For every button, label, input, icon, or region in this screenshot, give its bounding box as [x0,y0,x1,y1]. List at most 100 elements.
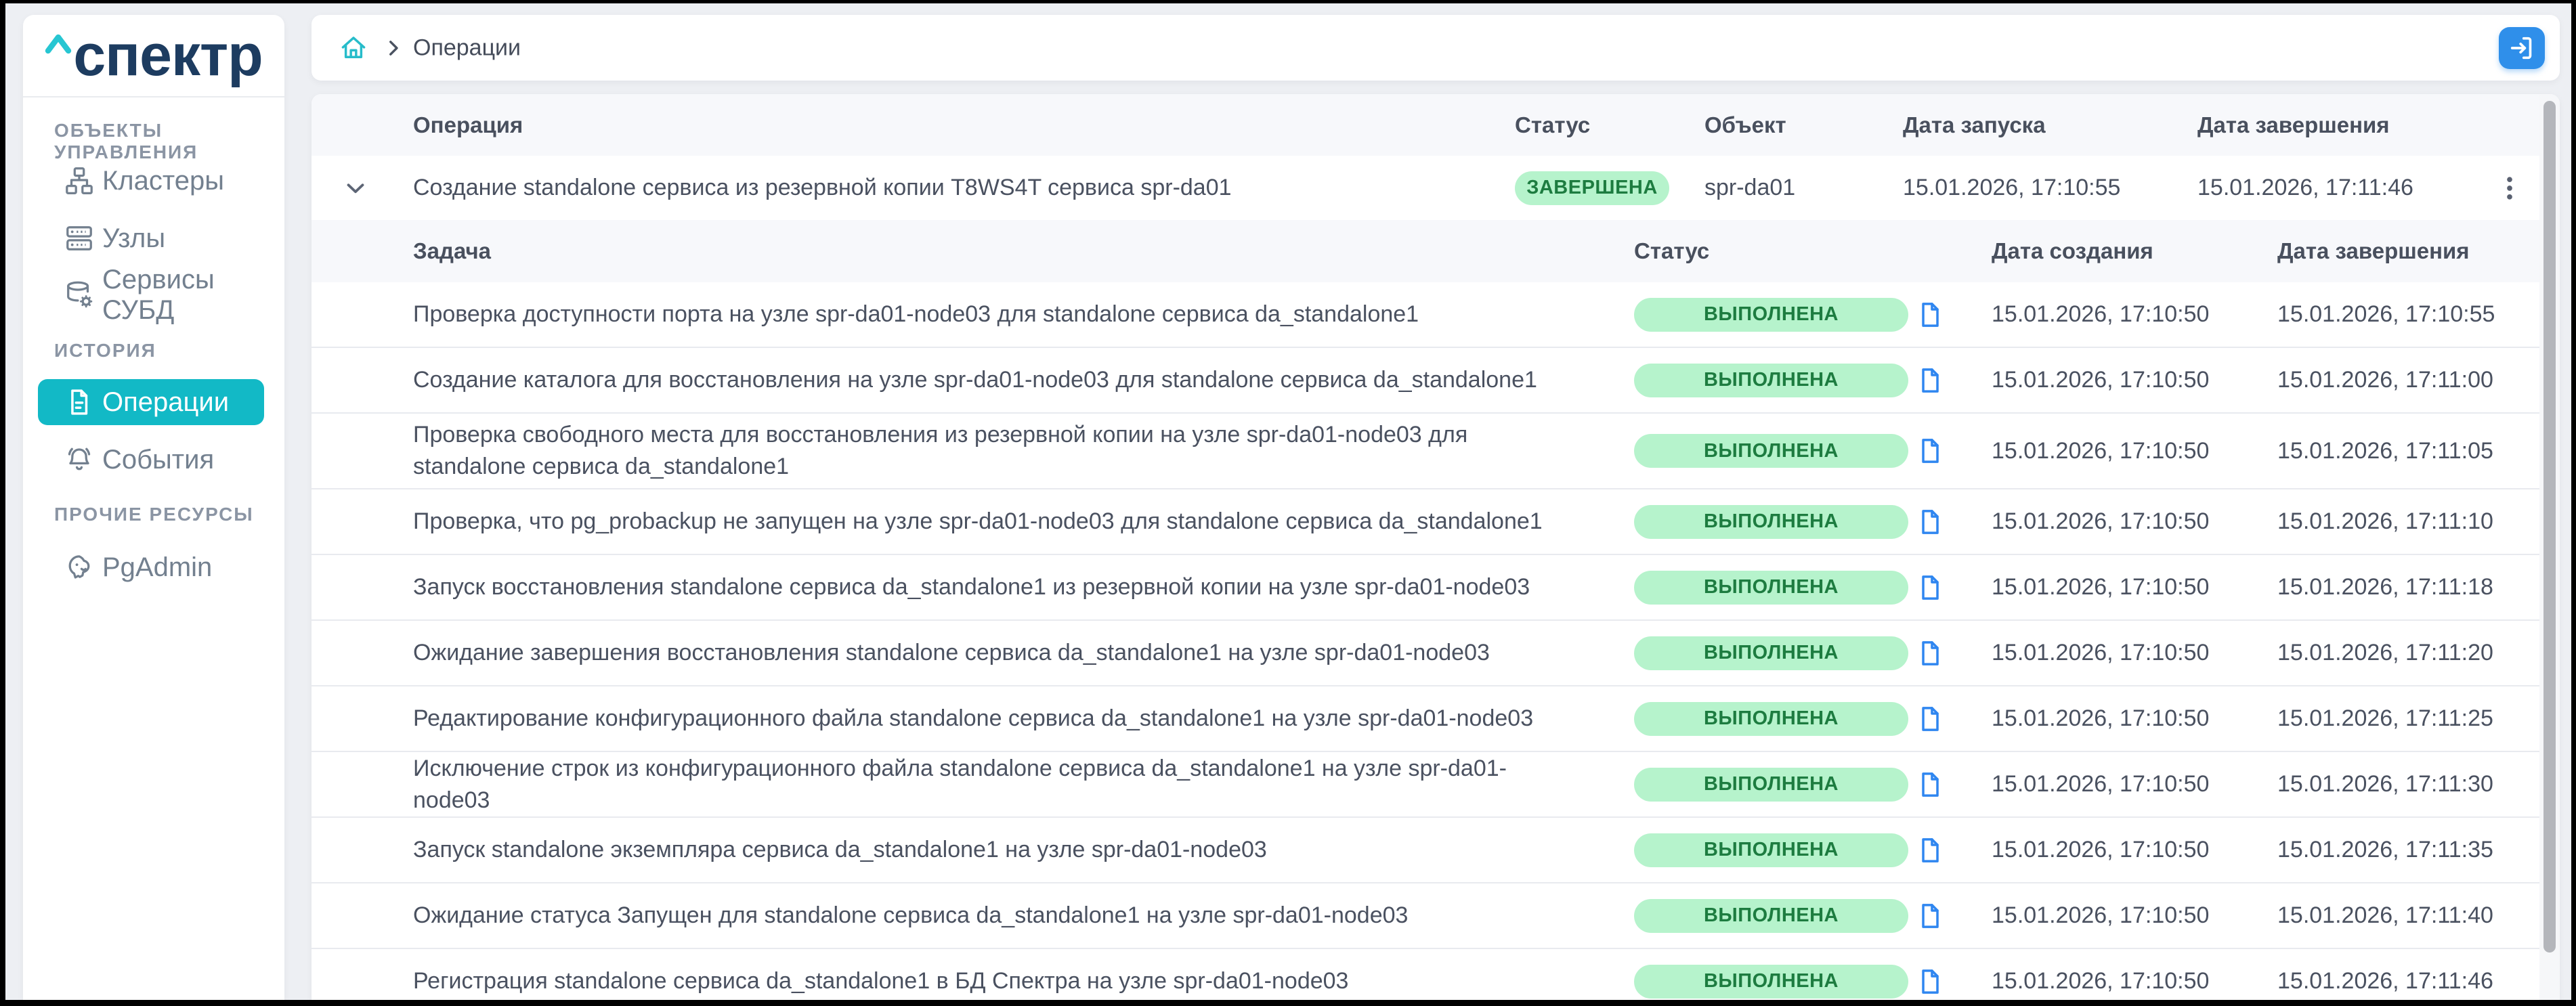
task-log-file-icon[interactable] [1916,299,1944,330]
task-status-badge: ВЫПОЛНЕНА [1634,898,1908,933]
operation-start-date: 15.01.2026, 17:10:55 [1903,175,2121,200]
task-name: Ожидание завершения восстановления stand… [413,640,1490,665]
task-created-date: 15.01.2026, 17:10:50 [1992,437,2210,464]
task-status-badge: ВЫПОЛНЕНА [1634,701,1908,736]
col-start-date: Дата запуска [1903,112,2046,137]
operation-name: Создание standalone сервиса из резервной… [413,175,1232,200]
task-log-file-icon[interactable] [1916,835,1944,866]
task-status-badge: ВЫПОЛНЕНА [1634,767,1908,802]
task-row: Исключение строк из конфигурационного фа… [312,752,2560,818]
task-name: Запуск standalone экземпляра сервиса da_… [413,837,1267,862]
sidebar-item-operations[interactable]: Операции [38,379,264,425]
collapse-chevron-icon[interactable] [341,174,370,202]
task-name: Проверка свободного места для восстановл… [413,422,1468,479]
scrollbar-thumb[interactable] [2543,101,2556,953]
operations-table-header: Операция Статус Объект Дата запуска Дата… [312,94,2560,157]
task-created-date: 15.01.2026, 17:10:50 [1992,771,2210,797]
task-created-date: 15.01.2026, 17:10:50 [1992,640,2210,665]
kebab-menu-icon[interactable] [2495,169,2525,207]
task-log-file-icon[interactable] [1916,703,1944,735]
operation-end-date: 15.01.2026, 17:11:46 [2197,175,2413,200]
task-finished-date: 15.01.2026, 17:11:25 [2277,705,2493,731]
sidebar-item-label: Операции [102,387,230,417]
logo-caret-icon [45,34,72,54]
task-created-date: 15.01.2026, 17:10:50 [1992,902,2210,928]
task-status-badge: ВЫПОЛНЕНА [1634,964,1908,999]
sidebar-section-objects: ОБЪЕКТЫ УПРАВЛЕНИЯ [54,120,198,162]
col-operation: Операция [413,112,523,137]
task-row: Проверка, что pg_probackup не запущен на… [312,489,2560,555]
task-finished-date: 15.01.2026, 17:11:40 [2277,902,2493,928]
task-status-badge: ВЫПОЛНЕНА [1634,504,1908,539]
task-log-file-icon[interactable] [1916,506,1944,538]
task-name: Регистрация standalone сервиса da_standa… [413,968,1349,994]
task-finished-date: 15.01.2026, 17:11:30 [2277,771,2493,797]
col-object: Объект [1704,112,1786,137]
task-status-badge: ВЫПОЛНЕНА [1634,833,1908,867]
sidebar-item-label: Кластеры [102,165,224,196]
tasks-table-body: Проверка доступности порта на узле spr-d… [312,282,2560,1000]
task-row: Проверка свободного места для восстановл… [312,414,2560,489]
task-log-file-icon[interactable] [1916,572,1944,603]
col-created-date: Дата создания [1992,238,2153,263]
login-button[interactable] [2499,26,2545,69]
task-created-date: 15.01.2026, 17:10:50 [1992,837,2210,862]
task-log-file-icon[interactable] [1916,900,1944,932]
task-log-file-icon[interactable] [1916,769,1944,800]
task-log-file-icon[interactable] [1916,638,1944,669]
database-gear-icon [64,280,95,311]
task-created-date: 15.01.2026, 17:10:50 [1992,574,2210,600]
task-created-date: 15.01.2026, 17:10:50 [1992,968,2210,994]
topbar: Операции [312,15,2560,81]
operations-panel: Операция Статус Объект Дата запуска Дата… [312,94,2560,1000]
task-finished-date: 15.01.2026, 17:11:05 [2277,437,2493,464]
task-status-badge: ВЫПОЛНЕНА [1634,363,1908,397]
login-icon [2510,37,2532,59]
app-logo[interactable]: спектр [23,15,284,97]
task-log-file-icon[interactable] [1916,365,1944,396]
operation-row[interactable]: Создание standalone сервиса из резервной… [312,156,2560,221]
task-created-date: 15.01.2026, 17:10:50 [1992,508,2210,534]
task-name: Ожидание статуса Запущен для standalone … [413,902,1409,928]
task-log-file-icon[interactable] [1916,966,1944,997]
home-icon[interactable] [339,33,368,63]
task-created-date: 15.01.2026, 17:10:50 [1992,705,2210,731]
task-name: Проверка доступности порта на узле spr-d… [413,301,1419,327]
task-finished-date: 15.01.2026, 17:11:35 [2277,837,2493,862]
task-name: Проверка, что pg_probackup не запущен на… [413,508,1543,534]
sidebar-item-label: Узлы [102,223,166,253]
sidebar-item-nodes[interactable]: Узлы [23,210,284,267]
task-name: Запуск восстановления standalone сервиса… [413,574,1530,600]
operation-object: spr-da01 [1704,175,1796,200]
task-name: Исключение строк из конфигурационного фа… [413,755,1507,813]
task-finished-date: 15.01.2026, 17:11:46 [2277,968,2493,994]
sidebar-item-pgadmin[interactable]: PgAdmin [23,539,284,596]
task-finished-date: 15.01.2026, 17:11:18 [2277,574,2493,600]
task-row: Ожидание завершения восстановления stand… [312,621,2560,686]
task-row: Редактирование конфигурационного файла s… [312,686,2560,752]
sidebar-item-db-services[interactable]: Сервисы СУБД [23,265,284,325]
col-status: Статус [1515,112,1591,137]
task-finished-date: 15.01.2026, 17:11:10 [2277,508,2493,534]
operation-status-badge: ЗАВЕРШЕНА [1515,171,1669,205]
task-status-badge: ВЫПОЛНЕНА [1634,570,1908,605]
sidebar-item-label: Сервисы СУБД [102,265,215,325]
pgadmin-elephant-icon [64,552,95,583]
sidebar-item-events[interactable]: События [23,431,284,488]
task-created-date: 15.01.2026, 17:10:50 [1992,367,2210,393]
document-icon [64,387,95,418]
task-status-badge: ВЫПОЛНЕНА [1634,434,1908,468]
task-finished-date: 15.01.2026, 17:11:00 [2277,367,2493,393]
task-log-file-icon[interactable] [1916,435,1944,466]
task-finished-date: 15.01.2026, 17:11:20 [2277,640,2493,665]
sidebar-item-label: PgAdmin [102,552,213,582]
col-end-date: Дата завершения [2197,112,2390,137]
app-background: спектр ОБЪЕКТЫ УПРАВЛЕНИЯ Кластеры [5,3,2571,1000]
task-row: Ожидание статуса Запущен для standalone … [312,883,2560,949]
task-name: Редактирование конфигурационного файла s… [413,705,1534,731]
sidebar-item-label: События [102,444,215,475]
task-created-date: 15.01.2026, 17:10:50 [1992,301,2210,327]
sidebar-section-history: ИСТОРИЯ [54,340,156,361]
sidebar-item-clusters[interactable]: Кластеры [23,152,284,209]
